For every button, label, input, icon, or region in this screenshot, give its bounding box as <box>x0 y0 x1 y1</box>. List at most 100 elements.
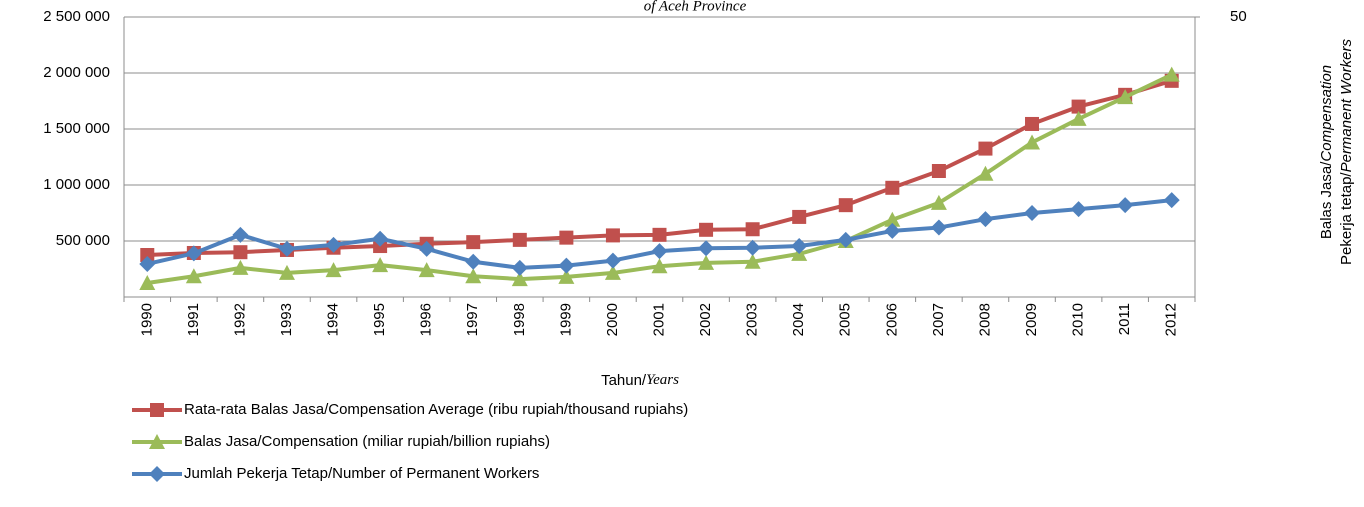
point-marker <box>604 264 621 280</box>
point-marker <box>977 211 994 228</box>
point-marker <box>651 243 668 260</box>
point-marker <box>884 222 901 239</box>
legend-label: Balas Jasa/Compensation (miliar rupiah/b… <box>184 433 550 450</box>
x-tick-label: 2011 <box>1116 303 1133 335</box>
x-tick-label: 1993 <box>278 303 295 336</box>
point-marker <box>930 194 947 210</box>
x-tick-label: 2005 <box>837 303 854 336</box>
point-marker <box>185 245 202 262</box>
point-marker <box>372 230 389 247</box>
x-tick-label: 2008 <box>976 303 993 336</box>
y-tick-label: 1 000 000 <box>43 176 110 193</box>
point-marker <box>930 219 947 236</box>
point-marker <box>1025 116 1040 131</box>
y2-axis-label-part: Pekerja tetap/ <box>1338 172 1355 265</box>
point-marker <box>1117 89 1134 105</box>
point-marker <box>1117 197 1134 214</box>
point-marker <box>558 257 575 274</box>
y-tick-label: 2 000 000 <box>43 64 110 81</box>
legend-label: Rata-rata Balas Jasa/Compensation Averag… <box>184 401 688 418</box>
x-tick-label: 1999 <box>557 303 574 336</box>
point-marker <box>791 238 808 255</box>
y2-axis-label-part: Balas Jasa/ <box>1318 161 1335 239</box>
point-marker <box>837 231 854 248</box>
x-tick-label: 2006 <box>883 303 900 336</box>
point-marker <box>418 240 435 257</box>
y2-axis-label: Pekerja tetap/Permanent Workers <box>1338 39 1355 265</box>
point-marker <box>139 255 156 272</box>
point-marker <box>1163 66 1180 82</box>
y2-axis-label: Balas Jasa/Compensation <box>1318 65 1335 239</box>
point-marker <box>698 240 715 257</box>
x-tick-label: 2000 <box>604 303 621 336</box>
point-marker <box>139 275 156 290</box>
point-marker <box>792 209 807 224</box>
x-tick-label: 1996 <box>418 303 435 336</box>
point-marker <box>1071 99 1086 114</box>
point-marker <box>885 180 900 195</box>
y2-tick-label: 50 <box>1230 8 1247 25</box>
point-marker <box>977 165 994 181</box>
point-marker <box>744 239 761 256</box>
point-marker <box>278 240 295 257</box>
x-tick-label: 2012 <box>1163 303 1180 336</box>
x-tick-label: 1992 <box>231 303 248 336</box>
point-marker <box>140 248 155 262</box>
point-marker <box>325 236 342 253</box>
point-marker <box>466 235 481 250</box>
x-axis-label: Tahun/Years <box>601 372 679 389</box>
point-marker <box>698 254 715 270</box>
x-tick-label: 2007 <box>930 303 947 336</box>
point-marker <box>604 252 621 269</box>
point-marker <box>325 262 342 278</box>
legend-label: Jumlah Pekerja Tetap/Number of Permanent… <box>184 465 539 482</box>
point-marker <box>185 268 202 284</box>
point-marker <box>150 403 164 417</box>
y2-axis-label-part: Compensation <box>1318 65 1335 162</box>
point-marker <box>744 253 761 269</box>
x-tick-label: 1998 <box>511 303 528 336</box>
point-marker <box>558 268 575 284</box>
point-marker <box>418 262 435 278</box>
point-marker <box>931 164 946 178</box>
y-tick-label: 500 000 <box>56 232 110 249</box>
x-axis-label-part: Years <box>646 372 679 388</box>
chart-title: of Aceh Province <box>644 0 747 14</box>
point-marker <box>278 264 295 280</box>
x-tick-label: 2003 <box>744 303 761 336</box>
point-marker <box>651 258 668 274</box>
x-tick-label: 1997 <box>464 303 481 336</box>
point-marker <box>149 434 165 449</box>
point-marker <box>1070 201 1087 218</box>
point-marker <box>232 226 249 243</box>
point-marker <box>838 198 853 213</box>
point-marker <box>512 232 527 247</box>
x-tick-label: 1991 <box>185 303 202 336</box>
point-marker <box>1163 192 1180 209</box>
x-tick-label: 1990 <box>138 303 155 336</box>
point-marker <box>511 271 528 287</box>
point-marker <box>465 253 482 270</box>
point-marker <box>233 245 248 260</box>
x-axis-label-part: Tahun/ <box>601 372 647 389</box>
x-tick-label: 1995 <box>371 303 388 336</box>
point-marker <box>559 230 574 245</box>
point-marker <box>232 259 249 275</box>
point-marker <box>978 141 993 156</box>
point-marker <box>372 257 389 273</box>
point-marker <box>511 259 528 276</box>
point-marker <box>1024 205 1041 221</box>
point-marker <box>1024 134 1041 150</box>
x-tick-label: 2001 <box>650 303 667 336</box>
point-marker <box>652 227 667 242</box>
point-marker <box>605 228 620 243</box>
x-tick-label: 1994 <box>325 303 342 336</box>
x-tick-label: 2010 <box>1070 303 1087 336</box>
point-marker <box>745 222 760 237</box>
x-tick-label: 2009 <box>1023 303 1040 336</box>
point-marker <box>465 268 482 284</box>
y-tick-label: 1 500 000 <box>43 120 110 137</box>
y2-axis-label-part: Permanent Workers <box>1338 39 1355 173</box>
point-marker <box>884 211 901 227</box>
